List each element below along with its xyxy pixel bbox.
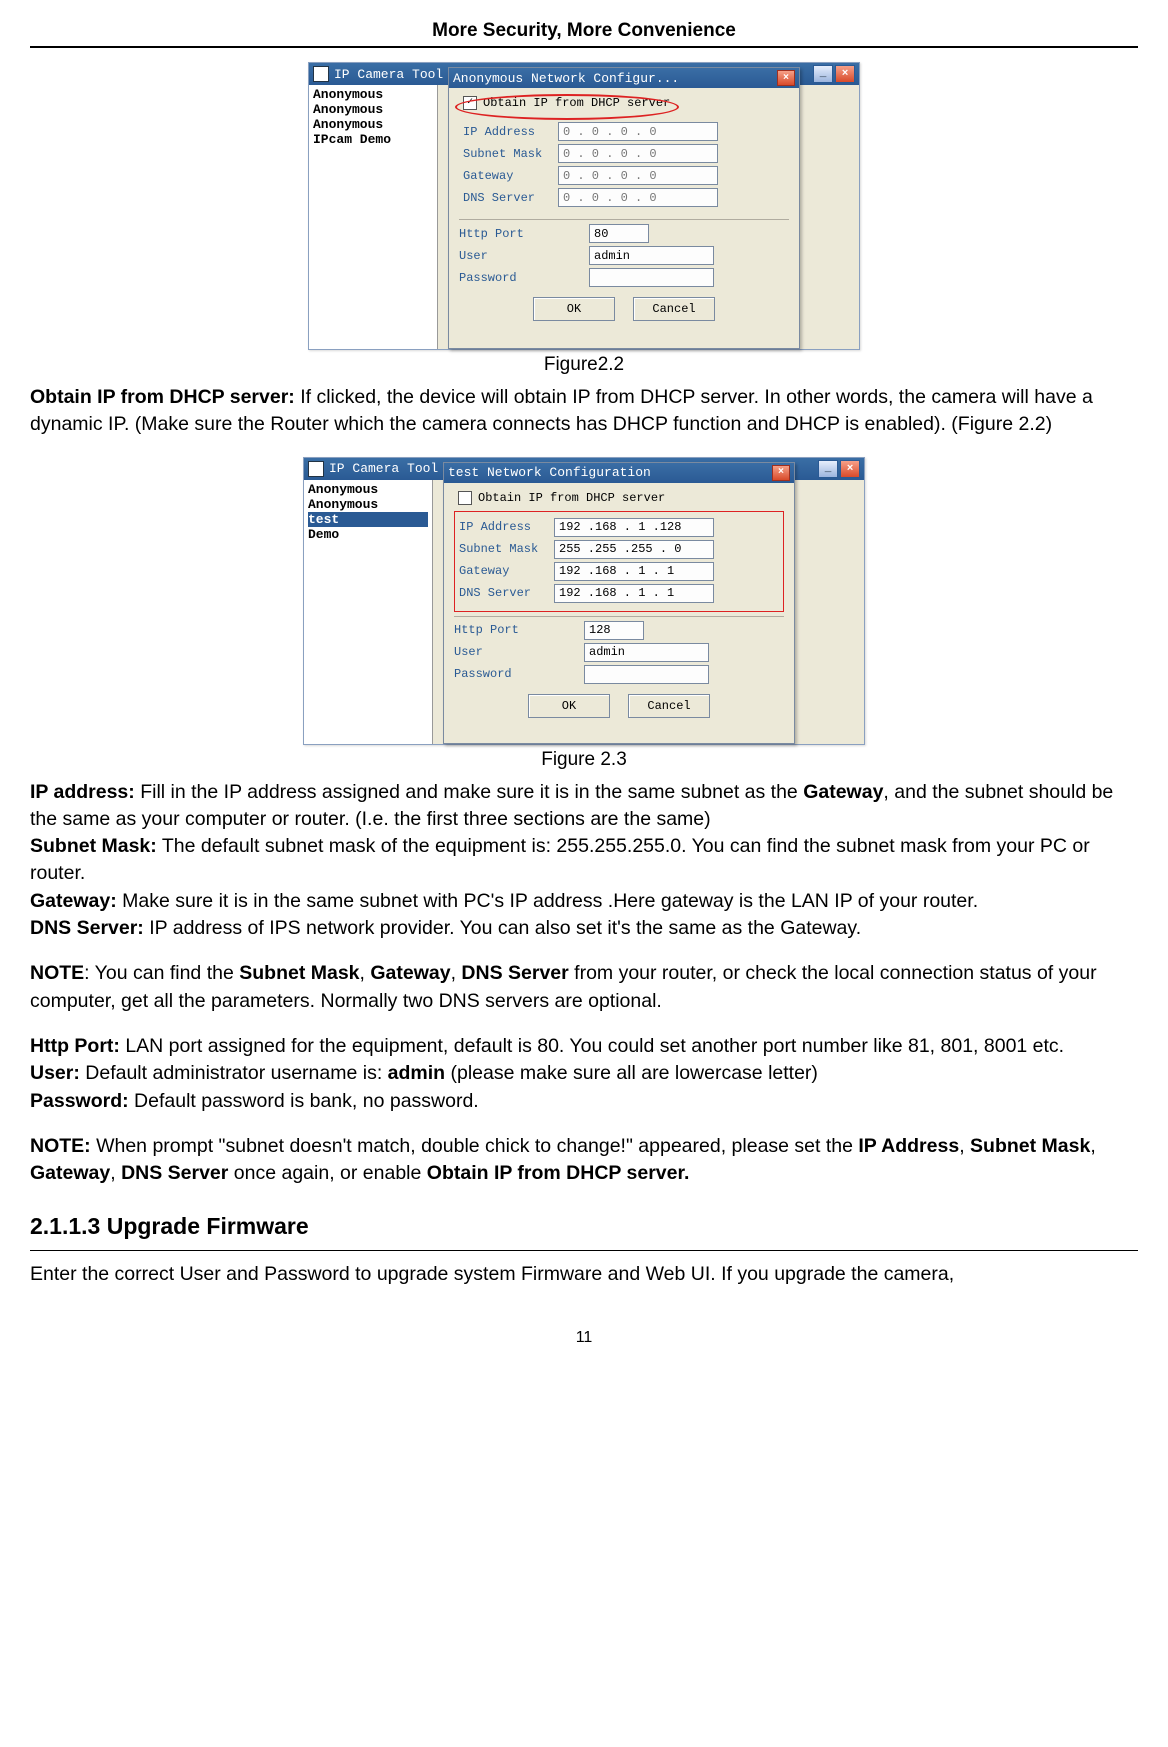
port-input[interactable]: 80: [589, 224, 649, 243]
dhcp-checkbox[interactable]: ✓: [463, 96, 477, 110]
window-title: IP Camera Tool: [334, 67, 443, 82]
list-item[interactable]: Anonymous: [313, 87, 433, 102]
section-heading-firmware: 2.1.1.3 Upgrade Firmware: [30, 1213, 1138, 1240]
minimize-button[interactable]: _: [813, 65, 833, 83]
port-label: Http Port: [459, 227, 589, 241]
document-header: More Security, More Convenience: [30, 20, 1138, 48]
ip-label: IP Address: [463, 125, 558, 139]
close-button[interactable]: ×: [835, 65, 855, 83]
dns-label: DNS Server: [459, 586, 554, 600]
app-icon: [313, 66, 329, 82]
user-input[interactable]: admin: [584, 643, 709, 662]
mask-input[interactable]: 0 . 0 . 0 . 0: [558, 144, 718, 163]
figure-2-3-caption: Figure 2.3: [30, 749, 1138, 771]
window-title: IP Camera Tool: [329, 461, 438, 476]
dialog-close-button[interactable]: ×: [772, 465, 790, 481]
dns-label: DNS Server: [463, 191, 558, 205]
gateway-label: Gateway: [459, 564, 554, 578]
list-item[interactable]: Demo: [308, 527, 428, 542]
dhcp-label: Obtain IP from DHCP server: [478, 491, 665, 505]
ok-button[interactable]: OK: [533, 297, 615, 321]
mask-label: Subnet Mask: [459, 542, 554, 556]
gateway-input[interactable]: 0 . 0 . 0 . 0: [558, 166, 718, 185]
figure-2-3: IP Camera Tool _ × AnonymousAnonymoustes…: [303, 457, 865, 745]
list-item[interactable]: Anonymous: [308, 482, 428, 497]
figure-2-2-caption: Figure2.2: [30, 354, 1138, 376]
ip-input[interactable]: 192 .168 . 1 .128: [554, 518, 714, 537]
paragraph-firmware: Enter the correct User and Password to u…: [30, 1261, 1138, 1288]
password-input[interactable]: [584, 665, 709, 684]
paragraphs-fields: IP address: Fill in the IP address assig…: [30, 779, 1138, 1188]
figure-2-2: IP Camera Tool _ × AnonymousAnonymousAno…: [308, 62, 860, 350]
dhcp-label: Obtain IP from DHCP server: [483, 96, 670, 110]
gateway-input[interactable]: 192 .168 . 1 . 1: [554, 562, 714, 581]
camera-list[interactable]: AnonymousAnonymousAnonymousIPcam Demo: [309, 85, 438, 349]
dhcp-checkbox[interactable]: [458, 491, 472, 505]
port-label: Http Port: [454, 623, 584, 637]
camera-list[interactable]: AnonymousAnonymoustestDemo: [304, 480, 433, 744]
dns-input[interactable]: 192 .168 . 1 . 1: [554, 584, 714, 603]
cancel-button[interactable]: Cancel: [628, 694, 710, 718]
network-config-dialog: test Network Configuration × Obtain IP f…: [443, 462, 795, 744]
dialog-title: test Network Configuration: [448, 465, 651, 480]
app-icon: [308, 461, 324, 477]
section-separator: [30, 1250, 1138, 1251]
cancel-button[interactable]: Cancel: [633, 297, 715, 321]
dialog-title: Anonymous Network Configur...: [453, 71, 679, 86]
gateway-label: Gateway: [463, 169, 558, 183]
user-label: User: [454, 645, 584, 659]
user-input[interactable]: admin: [589, 246, 714, 265]
password-label: Password: [454, 667, 584, 681]
dns-input[interactable]: 0 . 0 . 0 . 0: [558, 188, 718, 207]
close-button[interactable]: ×: [840, 460, 860, 478]
ip-label: IP Address: [459, 520, 554, 534]
paragraph-dhcp: Obtain IP from DHCP server: If clicked, …: [30, 384, 1138, 439]
user-label: User: [459, 249, 589, 263]
mask-label: Subnet Mask: [463, 147, 558, 161]
dialog-close-button[interactable]: ×: [777, 70, 795, 86]
password-label: Password: [459, 271, 589, 285]
mask-input[interactable]: 255 .255 .255 . 0: [554, 540, 714, 559]
page-number: 11: [30, 1329, 1138, 1347]
ok-button[interactable]: OK: [528, 694, 610, 718]
ip-input[interactable]: 0 . 0 . 0 . 0: [558, 122, 718, 141]
minimize-button[interactable]: _: [818, 460, 838, 478]
list-item[interactable]: IPcam Demo: [313, 132, 433, 147]
password-input[interactable]: [589, 268, 714, 287]
list-item[interactable]: Anonymous: [313, 117, 433, 132]
network-config-dialog: Anonymous Network Configur... × ✓ Obtain…: [448, 67, 800, 349]
list-item[interactable]: Anonymous: [313, 102, 433, 117]
port-input[interactable]: 128: [584, 621, 644, 640]
list-item[interactable]: Anonymous: [308, 497, 428, 512]
list-item[interactable]: test: [308, 512, 428, 527]
